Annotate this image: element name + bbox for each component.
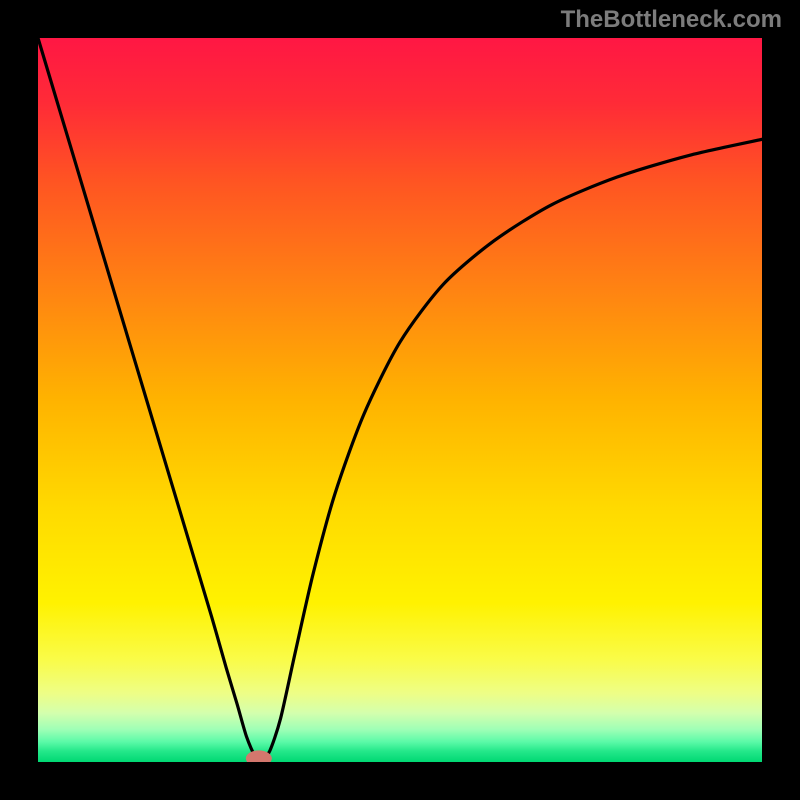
chart-container: TheBottleneck.com [0, 0, 800, 800]
watermark-text: TheBottleneck.com [561, 6, 782, 34]
plot-area [38, 38, 762, 762]
